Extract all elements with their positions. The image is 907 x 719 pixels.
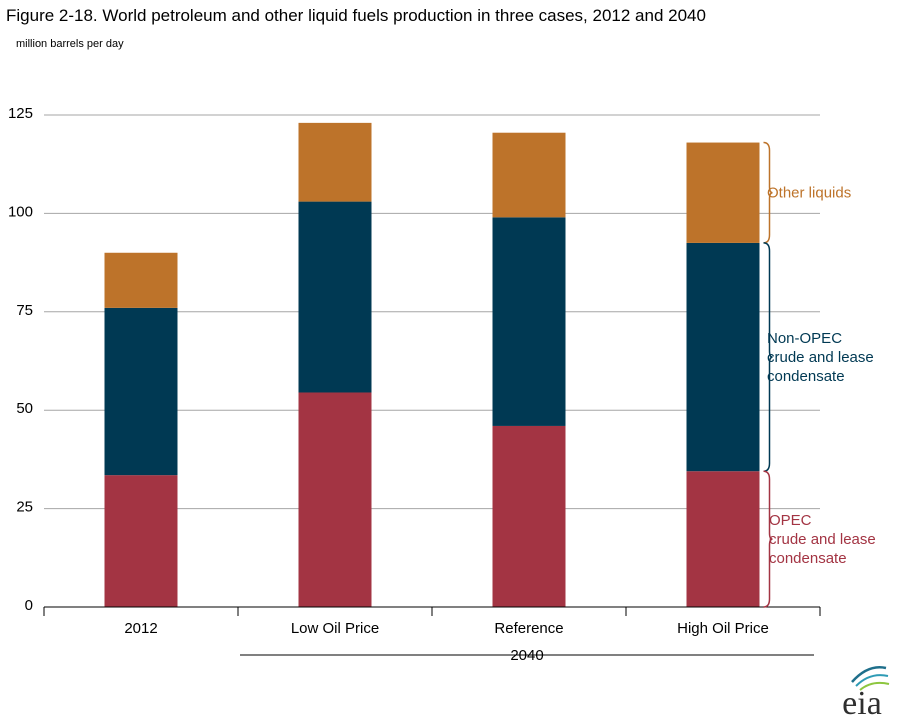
bar-segment xyxy=(298,122,372,202)
bar-segment xyxy=(686,142,760,243)
bar-segment xyxy=(104,307,178,476)
group-label: 2040 xyxy=(510,647,543,664)
eia-logo-arc-2 xyxy=(855,674,889,687)
bar-segment xyxy=(104,475,178,607)
y-tick-label: 0 xyxy=(25,597,33,614)
series-annotation-label: condensate xyxy=(769,550,847,567)
bar-segment xyxy=(298,201,372,393)
series-annotation-label: condensate xyxy=(767,368,845,385)
bar-segment xyxy=(492,425,566,607)
series-annotation-label: Other liquids xyxy=(767,185,851,202)
y-tick-label: 25 xyxy=(16,499,33,516)
y-tick-label: 125 xyxy=(8,105,33,122)
y-tick-label: 100 xyxy=(8,203,33,220)
series-annotation-label: OPEC xyxy=(769,512,812,529)
x-category-label: Reference xyxy=(494,620,563,637)
eia-logo: eia xyxy=(842,666,890,719)
x-category-label: High Oil Price xyxy=(677,620,769,637)
bar-segment xyxy=(686,242,760,472)
x-category-label: 2012 xyxy=(124,620,157,637)
y-tick-label: 50 xyxy=(16,400,33,417)
x-category-label: Low Oil Price xyxy=(291,620,379,637)
bars xyxy=(104,122,760,607)
bar-segment xyxy=(492,132,566,218)
y-axis-unit-label: million barrels per day xyxy=(16,38,124,50)
series-annotations: Other liquids Non-OPEC crude and lease cond… xyxy=(763,141,876,608)
series-annotation-label: crude and lease xyxy=(767,349,874,366)
series-annotation-label: Non-OPEC xyxy=(767,330,842,347)
bar-segment xyxy=(298,392,372,607)
eia-logo-arc-3 xyxy=(859,681,890,691)
bar-segment xyxy=(104,252,178,308)
eia-logo-arc-1 xyxy=(851,666,887,683)
annotation-brace xyxy=(763,242,773,472)
bar-segment xyxy=(686,471,760,607)
series-annotation-label: crude and lease xyxy=(769,531,876,548)
chart-title: Figure 2-18. World petroleum and other l… xyxy=(6,6,706,25)
y-tick-label: 75 xyxy=(16,302,33,319)
annotation-brace xyxy=(763,470,773,608)
annotation-brace xyxy=(763,141,773,244)
eia-logo-text: eia xyxy=(842,685,882,719)
bar-segment xyxy=(492,217,566,426)
axes: 0 25 50 75 100 125 2012 Low Oil Price Reference H… xyxy=(8,105,821,664)
